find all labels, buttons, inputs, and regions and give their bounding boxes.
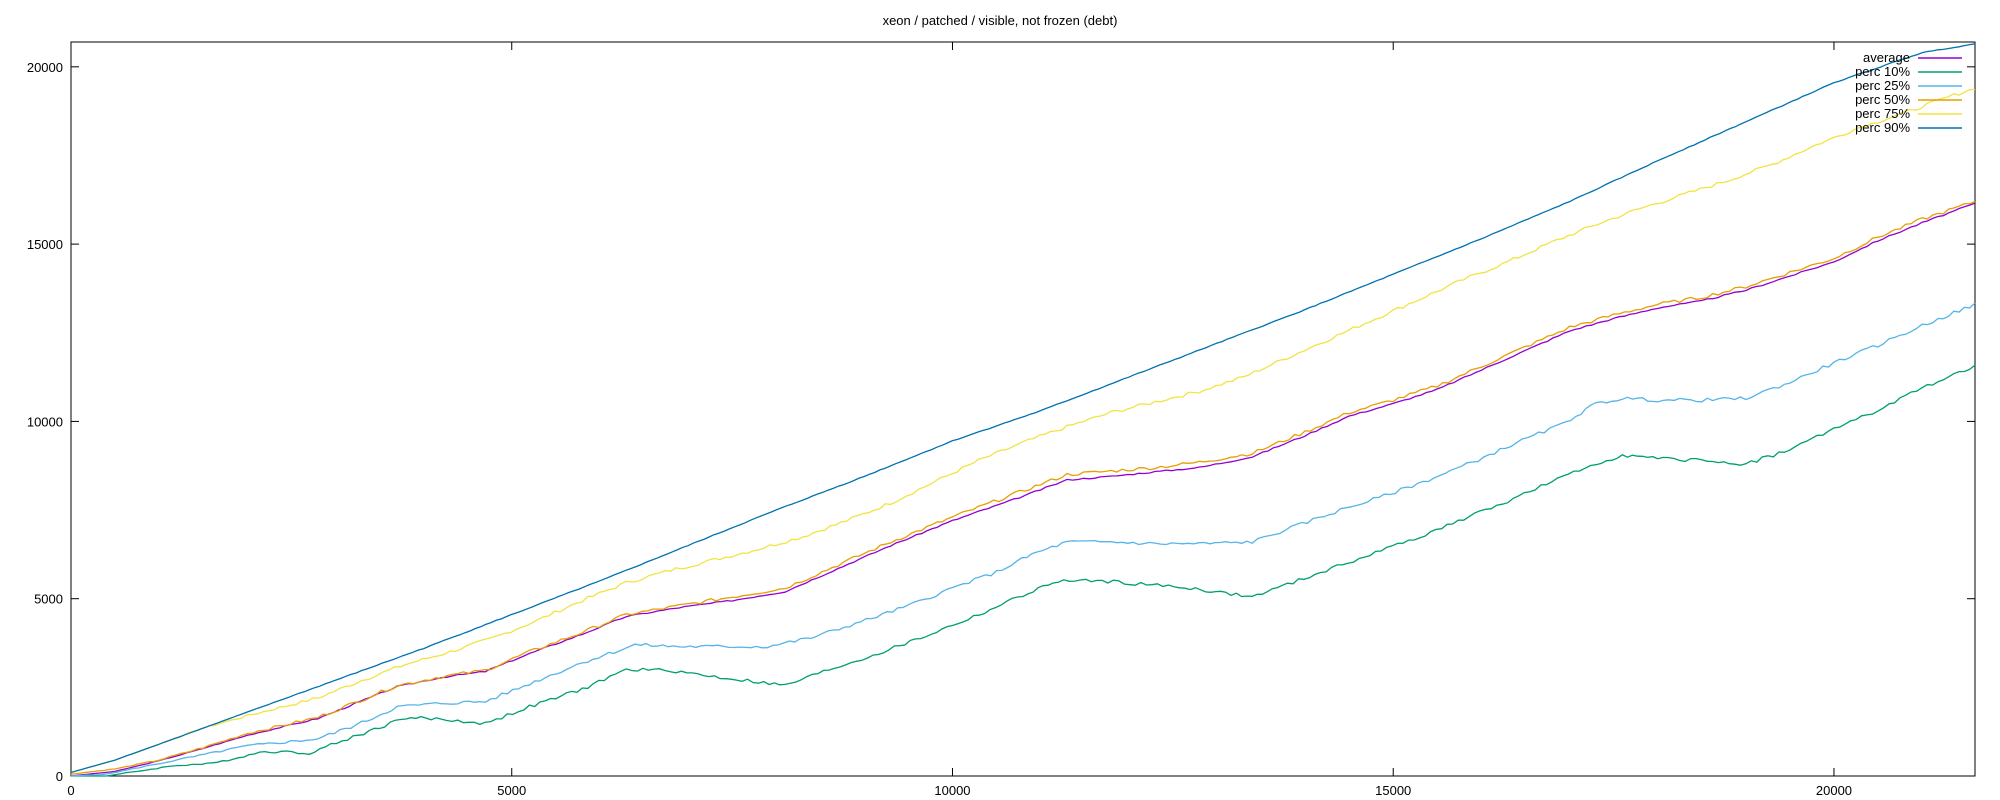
legend-label: perc 10% [1855,64,1910,79]
y-tick-label: 0 [56,769,63,784]
series-line-perc-25- [70,302,1976,777]
y-tick-label: 5000 [34,592,63,607]
legend-label: perc 75% [1855,106,1910,121]
plot-area-border [70,41,1976,777]
series-line-perc-75- [70,88,1976,774]
x-tick-label: 20000 [1816,783,1852,798]
legend-label: perc 25% [1855,78,1910,93]
series-layer [70,43,1976,777]
series-line-perc-90- [70,43,1976,774]
y-tick-label: 20000 [27,60,63,75]
legend-label: perc 50% [1855,92,1910,107]
y-tick-label: 15000 [27,237,63,252]
x-tick-label: 10000 [934,783,970,798]
chart-title: xeon / patched / visible, not frozen (de… [883,13,1118,28]
series-line-average [70,202,1976,777]
y-tick-label: 10000 [27,414,63,429]
legend-label: average [1863,50,1910,65]
x-tick-label: 15000 [1375,783,1411,798]
x-tick-label: 5000 [497,783,526,798]
series-line-perc-50- [70,200,1976,775]
legend-label: perc 90% [1855,120,1910,135]
series-line-perc-10- [71,364,1976,777]
x-tick-label: 0 [67,783,74,798]
axis-ticks: 0 5000 10000 15000 20000 0 5000 10000 15000 20000 [27,42,1975,798]
